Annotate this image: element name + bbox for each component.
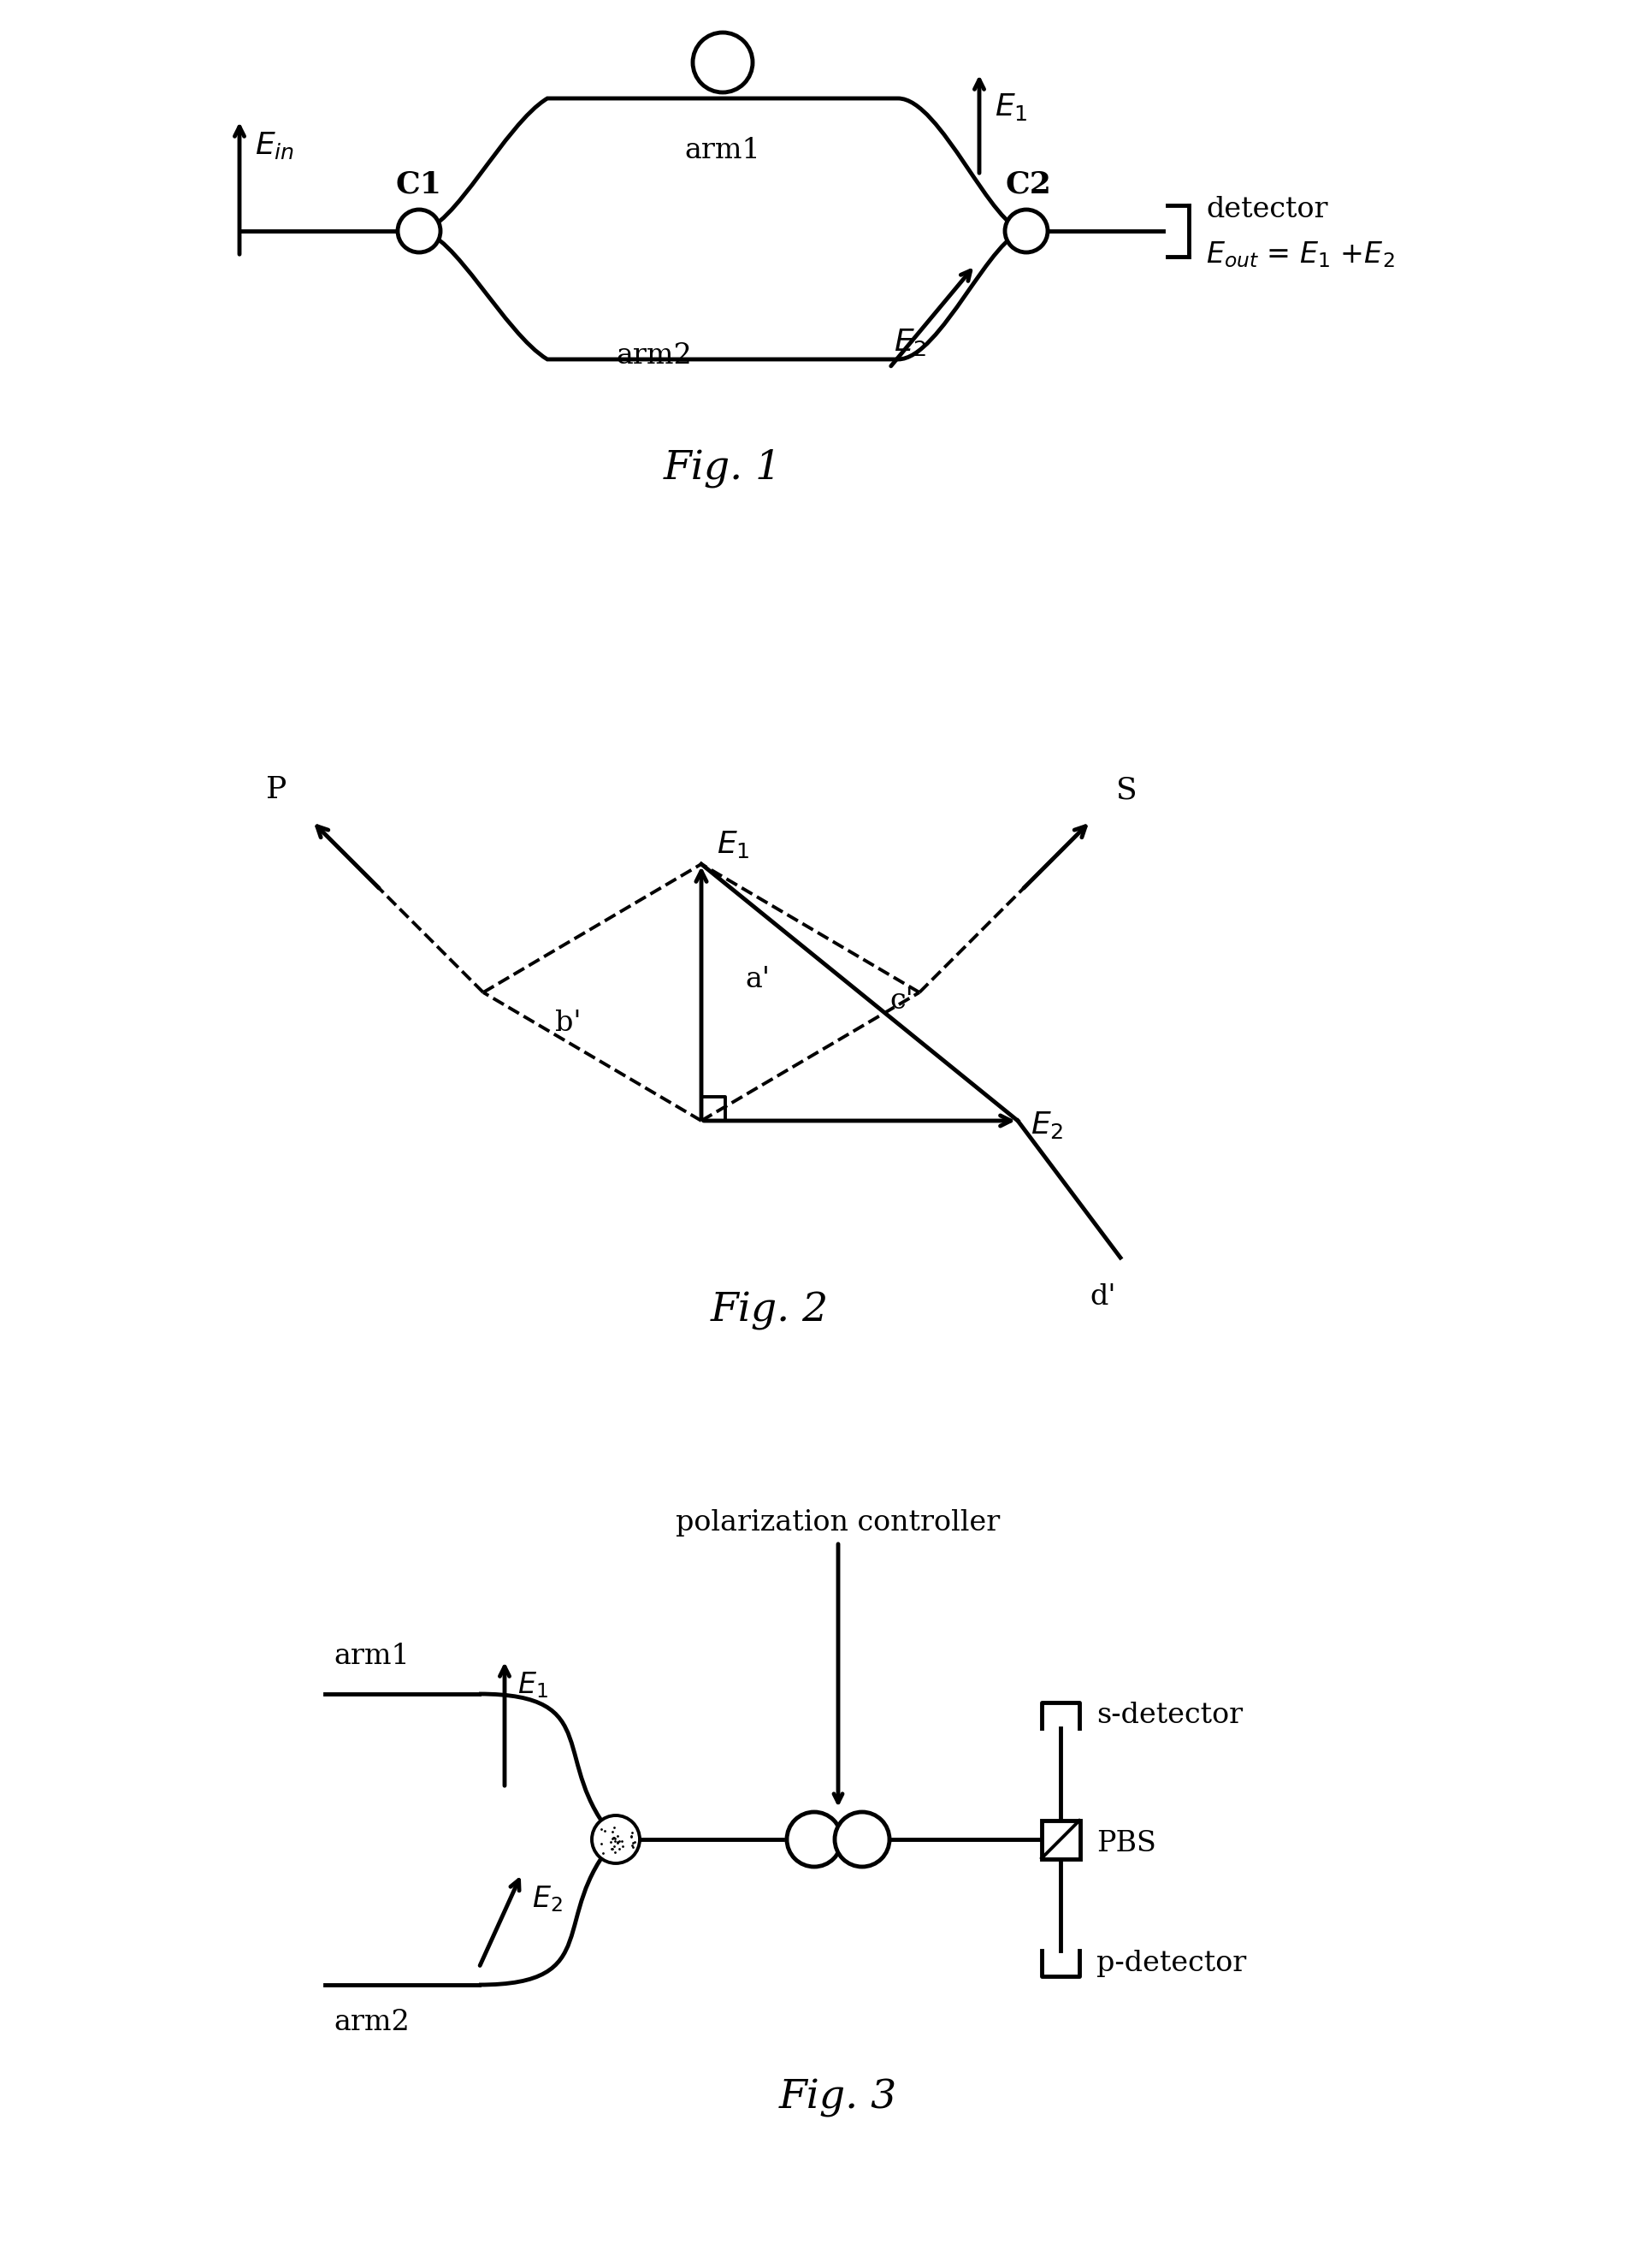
Text: arm1: arm1 [333, 1642, 410, 1669]
Text: d': d' [1090, 1284, 1116, 1311]
Text: arm2: arm2 [616, 342, 692, 370]
Circle shape [692, 32, 752, 93]
Circle shape [592, 1814, 640, 1864]
Bar [1042, 1821, 1081, 1860]
Text: arm1: arm1 [684, 136, 760, 163]
Circle shape [786, 1812, 842, 1867]
Text: S: S [1116, 776, 1138, 805]
Text: Fig. 2: Fig. 2 [710, 1293, 829, 1331]
Text: c': c' [889, 987, 913, 1014]
Text: Fig. 1: Fig. 1 [663, 449, 782, 488]
Text: $E_{out}$ = $E_1$ +$E_2$: $E_{out}$ = $E_1$ +$E_2$ [1206, 240, 1394, 270]
Text: s-detector: s-detector [1097, 1701, 1243, 1728]
Text: a': a' [744, 966, 770, 993]
Text: C1: C1 [396, 170, 442, 200]
Text: $E_1$: $E_1$ [517, 1672, 548, 1701]
Circle shape [1004, 209, 1048, 252]
Text: detector: detector [1206, 195, 1328, 222]
Text: P: P [266, 776, 286, 805]
Text: $E_2$: $E_2$ [531, 1885, 562, 1914]
Text: Fig. 3: Fig. 3 [778, 2080, 897, 2118]
Text: $E_1$: $E_1$ [994, 91, 1027, 122]
Text: p-detector: p-detector [1097, 1950, 1246, 1978]
Text: L: L [712, 50, 733, 79]
Text: $E_2$: $E_2$ [894, 327, 926, 358]
Text: $E_1$: $E_1$ [717, 830, 749, 860]
Circle shape [835, 1812, 889, 1867]
Text: polarization controller: polarization controller [676, 1508, 1001, 1535]
Text: PBS: PBS [1097, 1830, 1157, 1857]
Text: arm2: arm2 [333, 2009, 410, 2037]
Text: $E_2$: $E_2$ [1030, 1109, 1063, 1141]
Text: $E_{in}$: $E_{in}$ [255, 129, 294, 161]
Text: b': b' [556, 1009, 582, 1036]
Circle shape [398, 209, 440, 252]
Text: C2: C2 [1004, 170, 1051, 200]
